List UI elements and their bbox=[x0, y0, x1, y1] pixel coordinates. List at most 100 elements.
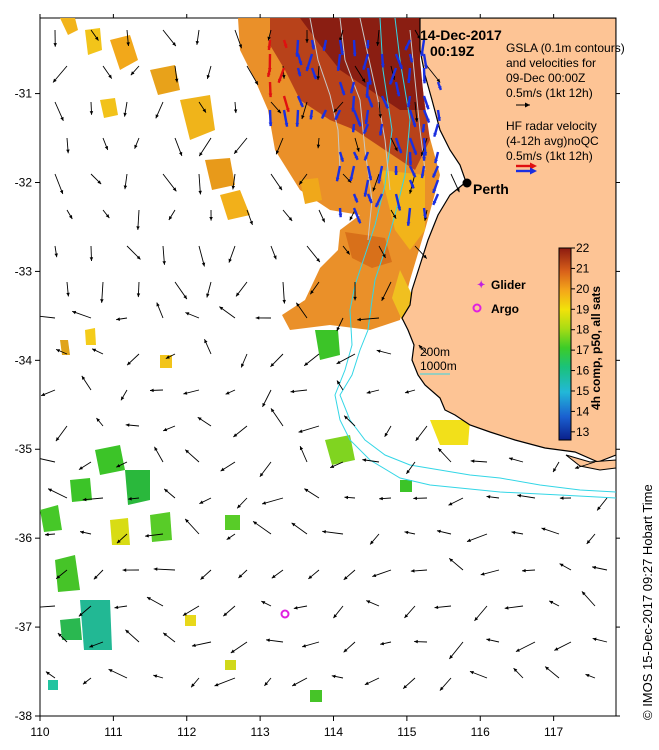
gsla-arrow-head bbox=[241, 363, 245, 368]
hf-arrow-head bbox=[425, 118, 430, 123]
hf-arrow-head bbox=[412, 173, 416, 178]
gsla-arrow-head bbox=[262, 501, 267, 505]
y-tick-label: -37 bbox=[15, 620, 33, 634]
gsla-arrow-head bbox=[357, 317, 361, 322]
gsla-arrow-head bbox=[191, 683, 195, 688]
gsla-arrow-head bbox=[261, 601, 266, 605]
gsla-arrow bbox=[214, 677, 236, 687]
hf-legend-line-2: (4-12h avg)noQC bbox=[506, 134, 599, 148]
gsla-arrow-head bbox=[225, 391, 230, 395]
hf-arrow-head bbox=[278, 78, 282, 83]
gsla-arrow-head bbox=[349, 216, 353, 221]
gsla-arrow-head bbox=[253, 521, 258, 525]
hf-arrow-head bbox=[363, 129, 368, 134]
gsla-arrow-head bbox=[44, 532, 49, 537]
hf-arrow-head bbox=[432, 188, 437, 193]
hf-arrow-head bbox=[421, 128, 426, 133]
gsla-arrow-head bbox=[220, 467, 225, 472]
credit-text: © IMOS 15-Dec-2017 09:27 Hobart Time bbox=[640, 484, 655, 720]
gsla-arrow-head bbox=[378, 114, 382, 118]
gsla-arrow bbox=[52, 65, 68, 83]
gsla-arrow-head bbox=[226, 536, 231, 540]
hf-arrow-head bbox=[398, 65, 403, 70]
gsla-arrow-head bbox=[275, 150, 280, 155]
gsla-contours bbox=[309, 18, 426, 241]
hf-arrow-head bbox=[364, 120, 369, 125]
gsla-arrow-head bbox=[282, 75, 286, 79]
gsla-arrow-head bbox=[202, 108, 206, 113]
colorbar-tick-label: 20 bbox=[576, 282, 590, 296]
hf-arrow-head bbox=[410, 184, 415, 189]
gsla-arrow-head bbox=[238, 574, 243, 579]
gsla-arrow-head bbox=[480, 572, 485, 576]
gsla-arrow-head bbox=[414, 639, 418, 644]
gsla-arrow-head bbox=[362, 458, 367, 462]
gsla-arrow-head bbox=[308, 575, 313, 579]
hf-arrow-head bbox=[409, 58, 414, 63]
x-tick-label: 113 bbox=[251, 725, 270, 739]
gsla-arrow bbox=[261, 497, 284, 505]
gsla-arrow-head bbox=[292, 682, 297, 686]
gsla-arrow-head bbox=[97, 180, 102, 185]
hf-arrow-head bbox=[362, 65, 367, 70]
gsla-arrow-head bbox=[409, 189, 413, 194]
x-tick-label: 116 bbox=[471, 725, 490, 739]
gsla-arrow-head bbox=[353, 296, 357, 301]
gsla-arrow-head bbox=[364, 681, 369, 685]
hf-arrow-head bbox=[335, 115, 339, 120]
gsla-arrow-head bbox=[414, 118, 419, 122]
gsla-arrow-head bbox=[344, 495, 349, 500]
colorbar-tick-label: 16 bbox=[576, 364, 590, 378]
gsla-arrow-head bbox=[394, 147, 398, 152]
perth-marker bbox=[462, 178, 472, 188]
gsla-arrow-head bbox=[474, 616, 479, 621]
hf-arrow-head bbox=[422, 79, 427, 84]
hf-arrow-head bbox=[357, 122, 362, 127]
gsla-arrow-head bbox=[299, 180, 303, 185]
gsla-arrow-head bbox=[277, 109, 281, 114]
gsla-arrow-head bbox=[415, 436, 420, 441]
gsla-arrow-head bbox=[379, 496, 383, 501]
hf-arrow-head bbox=[298, 61, 303, 66]
hf-arrow-head bbox=[313, 75, 317, 80]
gsla-arrow-head bbox=[310, 290, 314, 295]
gsla-arrow-head bbox=[517, 494, 522, 498]
hf-arrow-head bbox=[369, 103, 373, 108]
hf-arrow-head bbox=[423, 214, 427, 219]
gsla-arrow-head bbox=[136, 255, 141, 260]
gsla-arrow-head bbox=[370, 540, 374, 545]
gsla-arrow-head bbox=[145, 534, 149, 538]
hf-arrow-head bbox=[408, 161, 413, 166]
hf-arrow-head bbox=[357, 219, 361, 224]
map-date: 14-Dec-2017 bbox=[420, 27, 502, 43]
gsla-arrow-head bbox=[376, 349, 381, 353]
hf-arrow-head bbox=[423, 64, 428, 69]
gsla-arrow-head bbox=[470, 459, 475, 463]
gsla-arrow-head bbox=[381, 296, 385, 301]
gsla-arrow-head bbox=[136, 293, 141, 298]
gsla-arrow-head bbox=[89, 257, 94, 261]
gsla-arrow-head bbox=[406, 469, 410, 474]
hf-arrow-head bbox=[340, 51, 344, 55]
gsla-arrow-head bbox=[183, 295, 187, 300]
gsla-arrow-head bbox=[522, 568, 526, 573]
gsla-arrow-head bbox=[94, 36, 99, 41]
gsla-arrow-head bbox=[296, 302, 300, 307]
gsla-arrow-head bbox=[574, 465, 579, 469]
colorbar-tick-label: 13 bbox=[576, 425, 590, 439]
hf-arrow-head bbox=[266, 73, 271, 77]
gsla-arrow-head bbox=[164, 488, 169, 493]
gsla-arrow-head bbox=[382, 253, 386, 258]
gsla-arrow-head bbox=[199, 152, 203, 157]
gsla-arrow-head bbox=[343, 576, 348, 580]
hf-arrow-head bbox=[299, 103, 304, 108]
gsla-arrow-head bbox=[59, 190, 64, 194]
gsla-arrow-head bbox=[72, 310, 77, 315]
y-tick-label: -36 bbox=[15, 531, 33, 545]
gsla-arrow-head bbox=[511, 530, 516, 535]
gsla-arrow-head bbox=[195, 40, 200, 45]
gsla-arrow-head bbox=[80, 530, 84, 535]
argo-icon bbox=[472, 303, 482, 313]
gsla-arrow-head bbox=[278, 186, 283, 191]
gsla-arrow-head bbox=[438, 448, 442, 452]
